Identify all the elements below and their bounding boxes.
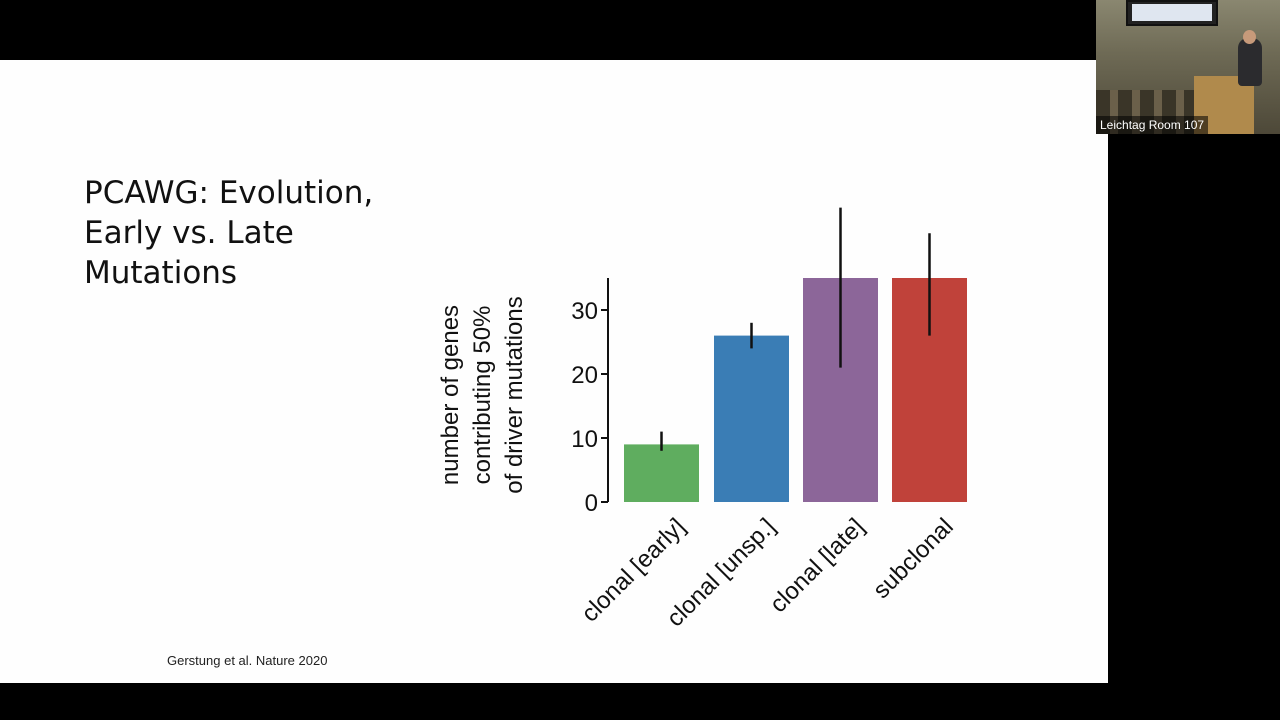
citation: Gerstung et al. Nature 2020 [167, 653, 328, 668]
y-tick-label: 30 [571, 298, 598, 325]
x-tick-label: clonal [late] [765, 513, 870, 618]
y-axis-label: number of genes [437, 305, 464, 485]
projector-screen [1126, 0, 1218, 26]
y-tick-label: 0 [585, 490, 598, 517]
y-tick-label: 20 [571, 362, 598, 389]
y-tick-label: 10 [571, 426, 598, 453]
bar [624, 444, 699, 502]
slide-title: PCAWG: Evolution, Early vs. Late Mutatio… [84, 175, 374, 291]
speaker-head [1243, 30, 1256, 44]
presentation-slide: PCAWG: Evolution, Early vs. Late Mutatio… [0, 60, 1108, 683]
y-axis-label: of driver mutations [501, 296, 528, 493]
speaker-figure [1238, 38, 1262, 86]
bar-chart: 0 10 20 30 number of genes contributing 50% of… [437, 207, 967, 632]
x-tick-label: subclonal [868, 513, 959, 604]
speaker-video-thumbnail[interactable]: Leichtag Room 107 [1096, 0, 1280, 134]
bar [714, 335, 789, 502]
room-label: Leichtag Room 107 [1096, 116, 1209, 134]
y-axis-label: contributing 50% [469, 306, 496, 485]
